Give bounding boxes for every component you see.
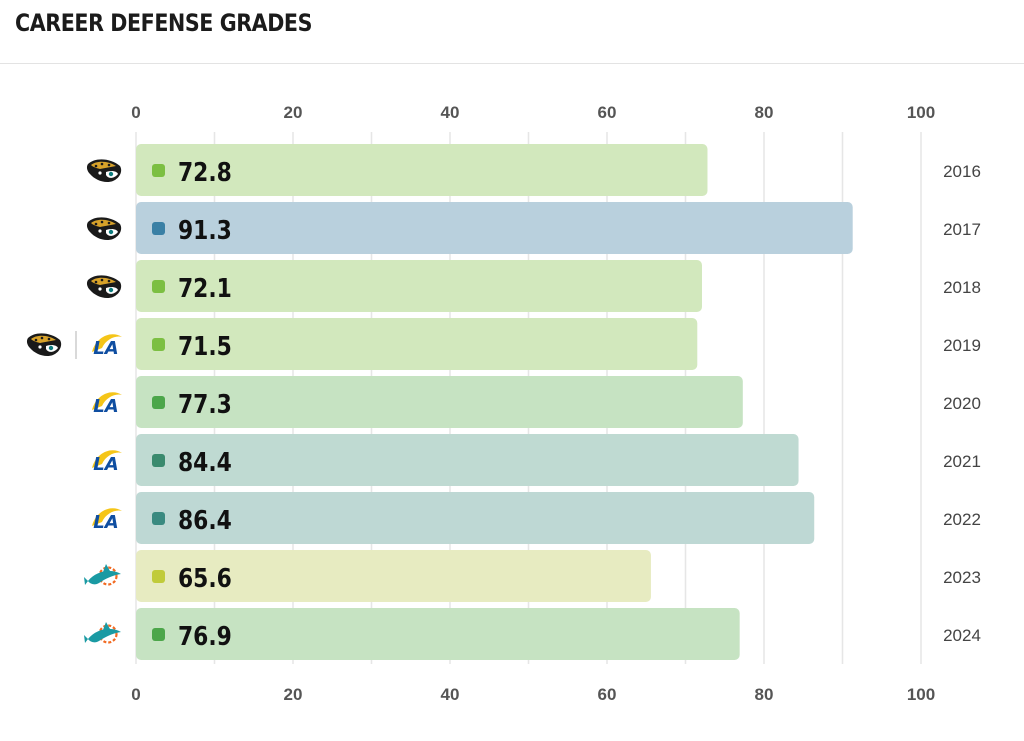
- x-axis-top: 0 20 40 60 80 100: [131, 103, 935, 122]
- grade-value-label: 84.4: [178, 447, 232, 477]
- grade-tier-dot: [152, 338, 165, 351]
- x-tick-label-bottom: 40: [441, 685, 460, 704]
- svg-text:LA: LA: [93, 454, 118, 475]
- x-tick-label-top: 0: [131, 103, 140, 122]
- season-year-label: 2024: [943, 626, 981, 645]
- x-tick-label-top: 80: [755, 103, 774, 122]
- grade-tier-dot: [152, 628, 165, 641]
- grade-bar: [136, 202, 853, 254]
- chart-header: CAREER DEFENSE GRADES: [0, 0, 1024, 64]
- grade-value-label: 65.6: [178, 563, 232, 593]
- grade-value-label: 76.9: [178, 621, 232, 651]
- x-tick-label-bottom: 60: [598, 685, 617, 704]
- grade-tier-dot: [152, 222, 165, 235]
- grade-bar: [136, 608, 740, 660]
- svg-text:LA: LA: [93, 396, 118, 417]
- svg-text:LA: LA: [93, 338, 118, 359]
- x-tick-label-top: 60: [598, 103, 617, 122]
- grade-value-label: 72.8: [178, 157, 232, 187]
- x-tick-label-top: 100: [907, 103, 935, 122]
- x-tick-label-bottom: 80: [755, 685, 774, 704]
- bars-layer: 72.8 2016 91.3 2017 72.1 2018 71.5 2019 77.3 2020…: [136, 144, 981, 660]
- season-year-label: 2017: [943, 220, 981, 239]
- jaguars-logo-icon: [26, 333, 62, 357]
- chart-title: CAREER DEFENSE GRADES: [15, 9, 313, 37]
- x-tick-label-top: 20: [284, 103, 303, 122]
- x-axis-bottom: 0 20 40 60 80 100: [131, 685, 935, 704]
- grade-tier-dot: [152, 454, 165, 467]
- grade-tier-dot: [152, 396, 165, 409]
- rams-logo-icon: LA: [92, 334, 122, 359]
- season-year-label: 2022: [943, 510, 981, 529]
- jaguars-logo-icon: [86, 275, 122, 299]
- grade-bar: [136, 492, 815, 544]
- season-year-label: 2023: [943, 568, 981, 587]
- grade-bar: [136, 260, 702, 312]
- team-logos-layer: LA LA LA LA: [26, 159, 122, 644]
- x-tick-label-bottom: 0: [131, 685, 140, 704]
- grade-tier-dot: [152, 570, 165, 583]
- x-tick-label-top: 40: [441, 103, 460, 122]
- rams-logo-icon: LA: [92, 392, 122, 417]
- grade-value-label: 77.3: [178, 389, 232, 419]
- x-tick-label-bottom: 20: [284, 685, 303, 704]
- grade-value-label: 86.4: [178, 505, 232, 535]
- grade-tier-dot: [152, 164, 165, 177]
- svg-text:LA: LA: [93, 512, 118, 533]
- season-year-label: 2016: [943, 162, 981, 181]
- grade-bar: [136, 376, 743, 428]
- dolphins-logo-icon: [84, 622, 121, 644]
- rams-logo-icon: LA: [92, 450, 122, 475]
- grade-tier-dot: [152, 512, 165, 525]
- jaguars-logo-icon: [86, 217, 122, 241]
- dolphins-logo-icon: [84, 564, 121, 586]
- season-year-label: 2018: [943, 278, 981, 297]
- grade-bar: [136, 144, 708, 196]
- grade-tier-dot: [152, 280, 165, 293]
- grade-value-label: 91.3: [178, 215, 232, 245]
- rams-logo-icon: LA: [92, 508, 122, 533]
- grade-bar: [136, 434, 799, 486]
- grade-bar: [136, 550, 651, 602]
- season-year-label: 2021: [943, 452, 981, 471]
- jaguars-logo-icon: [86, 159, 122, 183]
- season-year-label: 2020: [943, 394, 981, 413]
- grade-value-label: 71.5: [178, 331, 232, 361]
- grade-value-label: 72.1: [178, 273, 232, 303]
- x-tick-label-bottom: 100: [907, 685, 935, 704]
- season-year-label: 2019: [943, 336, 981, 355]
- grade-bar: [136, 318, 698, 370]
